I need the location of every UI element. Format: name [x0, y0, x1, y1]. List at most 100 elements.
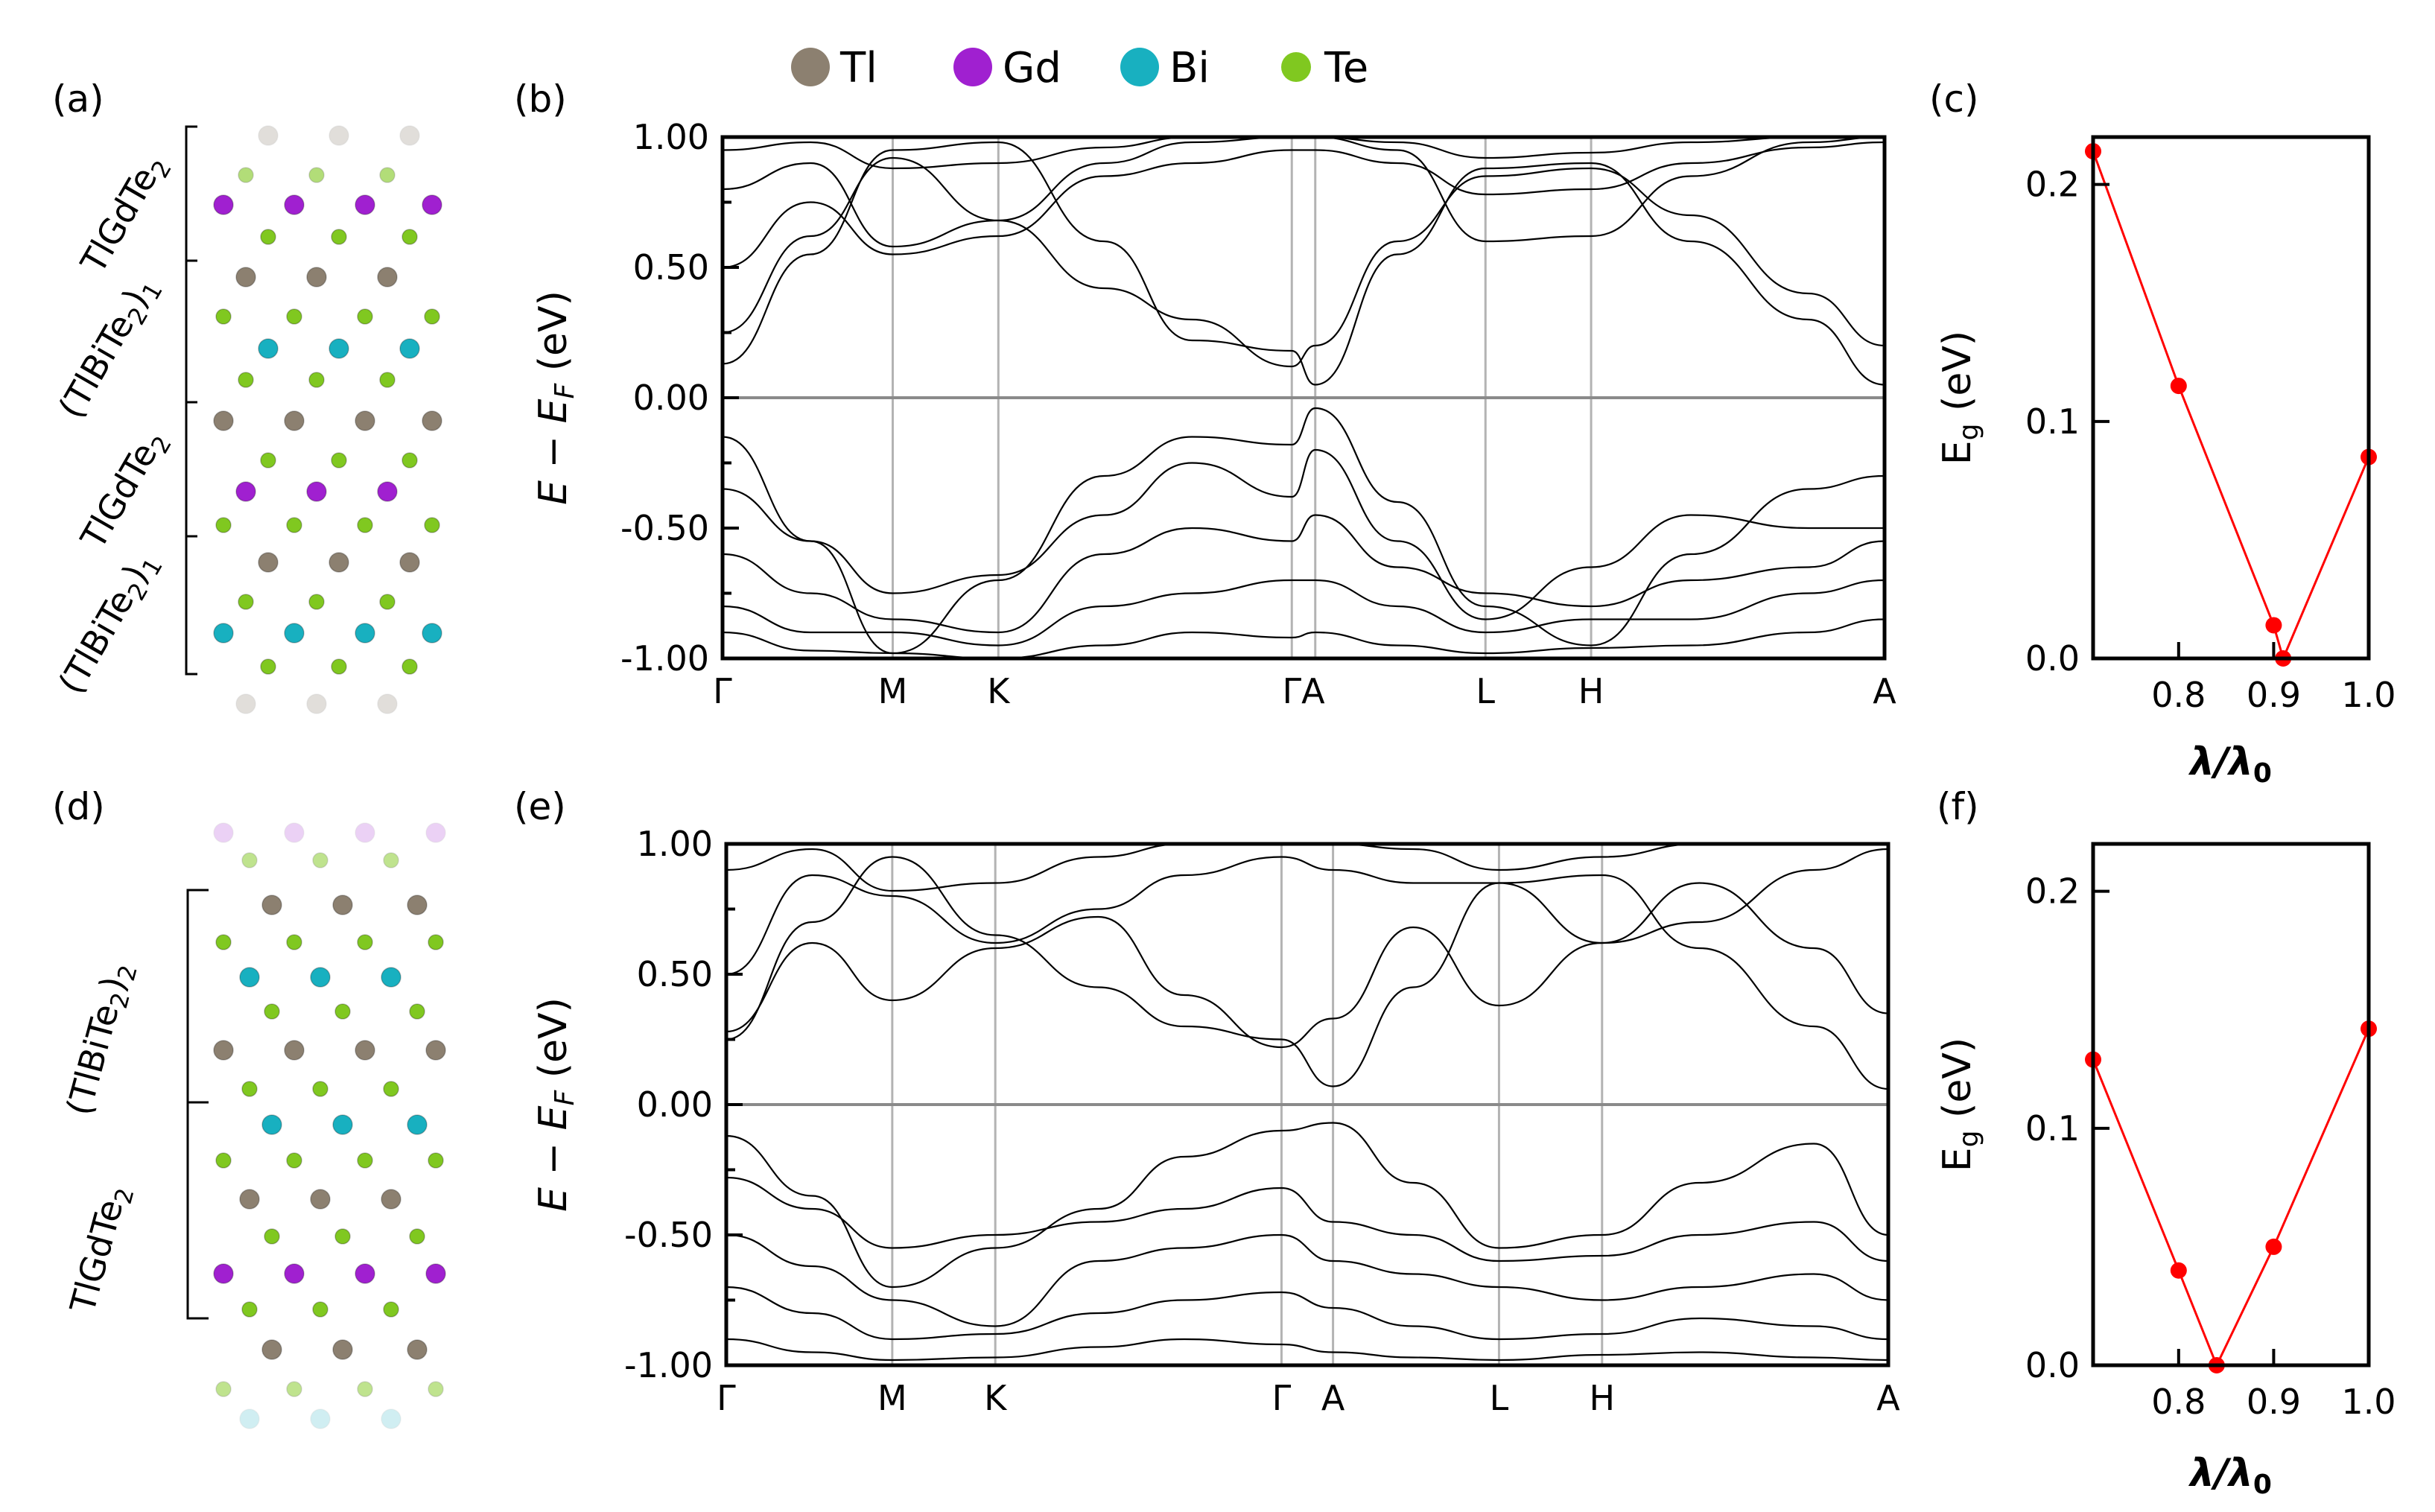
structure-d-layer-2: TlGdTe2 — [62, 1181, 139, 1318]
atom-tl-a16-2 — [377, 693, 398, 714]
atom-gd-d12-2 — [355, 1263, 375, 1284]
ytick-label-3: -0.50 — [620, 508, 709, 548]
atom-te-d3-3 — [428, 934, 444, 950]
band-vb3 — [726, 1233, 1888, 1327]
kpoint-label-7: A — [1876, 1378, 1900, 1418]
atom-gd-a2-3 — [422, 194, 442, 215]
gap-point-1 — [2170, 378, 2187, 395]
atom-te-a3-1 — [331, 229, 347, 245]
atom-tl-d6-2 — [355, 1040, 375, 1061]
kpoint-label-6: A — [1873, 671, 1896, 711]
band-vb1 — [723, 407, 1885, 655]
band-plot-e-grid — [726, 844, 1888, 1365]
structure-a-layer-1-base: TlGdTe — [72, 160, 165, 281]
legend-label-gd: Gd — [1003, 44, 1061, 92]
atom-tl-d14-2 — [407, 1339, 428, 1360]
gap-plot-c-ylabel-sub: g — [1954, 423, 1984, 440]
atom-te-a7-2 — [379, 372, 396, 388]
gap-plot-f-yticks: 0.2 0.1 0.0 — [2025, 871, 2109, 1385]
band-plot-b-ylabel-sub: F — [550, 383, 580, 399]
band-lines — [723, 137, 1885, 658]
band-plot-e-ylabel-pre: E − E — [531, 1105, 576, 1211]
kpoint-label-6: H — [1589, 1378, 1615, 1418]
band-plot-b-ylabel-post: (eV) — [531, 290, 576, 384]
band-cb3 — [726, 848, 1888, 976]
ytick-label-0: 1.00 — [637, 824, 713, 864]
ytick-label-3: -0.50 — [624, 1215, 713, 1255]
xtick-label-1: 0.9 — [2247, 1382, 2301, 1422]
structure-a-layer-3-base: TlGdTe — [72, 436, 165, 556]
atom-tl-d2-0 — [261, 895, 282, 915]
ytick-label-1: 0.1 — [2025, 1108, 2080, 1149]
atom-te-d1-0 — [241, 852, 258, 868]
ytick-label-4: -1.00 — [624, 1345, 713, 1385]
atom-gd-d12-3 — [425, 1263, 446, 1284]
ytick-label-4: -1.00 — [620, 638, 709, 679]
gap-plot-c-line — [2085, 143, 2377, 667]
atom-tl-a4-2 — [377, 267, 398, 288]
atom-te-d13-1 — [312, 1301, 328, 1318]
gap-plot-c-yticks: 0.2 0.1 0.0 — [2025, 165, 2109, 679]
atom-te-d1-2 — [383, 852, 399, 868]
atom-te-a7-0 — [238, 372, 254, 388]
structure-a-layer-4: (TlBiTe2)1 — [51, 544, 168, 703]
gap-plot-f-ylabel-post: (eV) — [1935, 1038, 1980, 1131]
atom-te-d3-2 — [357, 934, 373, 950]
atom-te-a5-1 — [286, 308, 302, 325]
xtick-label-2: 1.0 — [2341, 675, 2396, 715]
atom-bi-d4-2 — [381, 967, 401, 988]
ytick-label-2: 0.00 — [637, 1084, 713, 1125]
atom-te-d9-1 — [286, 1152, 302, 1169]
band-plot-b-yticks: 1.00 0.50 0.00 -0.50 -1.00 — [620, 117, 739, 679]
legend-marker-te — [1281, 52, 1311, 82]
atom-bi-d4-1 — [310, 967, 331, 988]
band-plot-e-ylabel-sub: F — [550, 1090, 580, 1106]
atom-gd-a10-0 — [235, 481, 256, 502]
ytick-label-1: 0.1 — [2025, 401, 2080, 442]
atom-bi-a6-1 — [328, 338, 349, 359]
atom-te-a1-1 — [308, 167, 325, 183]
atom-te-a11-1 — [286, 517, 302, 533]
gap-plot-c-ylabel-post: (eV) — [1935, 331, 1980, 424]
atom-tl-d6-0 — [213, 1040, 234, 1061]
band-vb5 — [726, 1338, 1888, 1362]
atom-te-d11-0 — [264, 1228, 280, 1245]
atom-gd-a10-1 — [306, 481, 327, 502]
atom-te-d3-0 — [215, 934, 232, 950]
atom-te-a1-0 — [238, 167, 254, 183]
ytick-label-1: 0.50 — [633, 247, 709, 288]
atom-te-a3-0 — [260, 229, 276, 245]
atom-te-a13-1 — [308, 594, 325, 610]
legend-label-te: Te — [1324, 44, 1368, 92]
gap-point-2 — [2265, 617, 2282, 634]
atom-te-a13-2 — [379, 594, 396, 610]
band-plot-b: 1.00 0.50 0.00 -0.50 -1.00 Γ M K ΓA L H A E − EF (… — [531, 117, 1896, 711]
atom-gd-d0-3 — [425, 822, 446, 843]
gap-plot-f-frame — [2091, 842, 2371, 1368]
ytick-label-1: 0.50 — [637, 954, 713, 994]
gap-plot-f-xticks: 0.8 0.9 1.0 — [2151, 1349, 2396, 1422]
atom-te-a5-3 — [424, 308, 440, 325]
atom-tl-d10-2 — [381, 1189, 401, 1210]
gap-point-1 — [2170, 1262, 2187, 1279]
band-vb2 — [723, 448, 1885, 620]
legend-item-tl: Tl — [791, 44, 877, 92]
atom-gd-a2-1 — [284, 194, 305, 215]
structure-a-layer-3: TlGdTe2 — [72, 422, 177, 559]
atom-tl-d10-0 — [239, 1189, 260, 1210]
atom-tl-a12-2 — [399, 552, 420, 573]
atom-te-d15-1 — [286, 1381, 302, 1397]
atom-te-a9-1 — [331, 452, 347, 468]
atom-bi-a14-3 — [422, 623, 442, 644]
atom-gd-a10-2 — [377, 481, 398, 502]
legend-marker-bi — [1120, 48, 1159, 86]
atom-bi-d16-0 — [239, 1408, 260, 1429]
atom-te-a9-0 — [260, 452, 276, 468]
kpoint-label-1: M — [877, 1378, 907, 1418]
xtick-label-1: 0.9 — [2247, 675, 2301, 715]
atom-te-a1-2 — [379, 167, 396, 183]
legend-marker-gd — [953, 48, 992, 86]
band-plot-b-grid — [723, 137, 1885, 658]
